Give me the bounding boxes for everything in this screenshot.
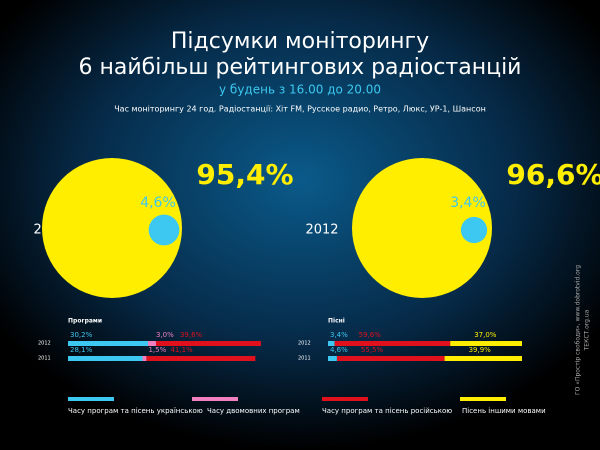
legend-label: Часу програм та пісень російською: [322, 407, 452, 415]
bar-segment: [155, 341, 261, 346]
bar-segment: [148, 341, 156, 346]
bar-segment: [328, 341, 335, 346]
title-line: 6 найбільш рейтингових радіостанцій: [79, 55, 522, 80]
minor-label: 3,4%: [450, 195, 486, 211]
year-label: 2012: [305, 223, 338, 238]
credit: ГО «Простір свободи», www.dobrotvid.org: [575, 265, 582, 395]
bar-segment: [142, 356, 147, 361]
bar-label: 28,1%: [70, 346, 93, 354]
bar-segment: [334, 341, 451, 346]
minor-share: [460, 216, 488, 244]
bar-label: 41,1%: [170, 346, 193, 354]
legend-label: Часу програм та пісень українською: [68, 407, 203, 415]
bar-segment: [444, 356, 522, 361]
note: Час моніторингу 24 год. Радіостанції: Хі…: [114, 105, 486, 114]
legend-label: Пісень іншими мовами: [462, 407, 546, 415]
bar-label: 4,6%: [330, 346, 348, 354]
bar-segment: [450, 341, 522, 346]
row-year: 2012: [298, 341, 311, 347]
section-title: Програми: [68, 318, 102, 325]
credit: ТЕКСТ.org.ua: [584, 309, 591, 351]
bar-segment: [146, 356, 256, 361]
subtitle: у будень з 16.00 до 20.00: [219, 83, 381, 97]
row-year: 2012: [38, 341, 51, 347]
bar-segment: [68, 356, 143, 361]
row-year: 2011: [298, 356, 311, 362]
bar-label: 37,0%: [474, 331, 497, 339]
legend-label: Часу двомовних програм: [207, 407, 300, 415]
title-line: Підсумки моніторингу: [171, 29, 429, 54]
bar-label: 55,5%: [361, 346, 384, 354]
main-label: 96,6%: [506, 158, 600, 191]
bar-segment: [328, 356, 337, 361]
bar-segment: [68, 341, 149, 346]
bar-label: 3,0%: [156, 331, 174, 339]
main-share: [352, 158, 492, 298]
bar-label: 39,9%: [469, 346, 492, 354]
bar-label: 30,2%: [70, 331, 93, 339]
bar-segment: [336, 356, 445, 361]
bar-label: 1,5%: [148, 346, 166, 354]
bar-label: 3,4%: [330, 331, 348, 339]
minor-label: 4,6%: [140, 195, 176, 211]
section-title: Пісні: [328, 318, 345, 325]
minor-share: [148, 214, 180, 246]
main-share: [42, 158, 182, 298]
bar-label: 39,6%: [180, 331, 203, 339]
bar-label: 59,6%: [359, 331, 382, 339]
row-year: 2011: [38, 356, 51, 362]
main-label: 95,4%: [196, 158, 293, 191]
